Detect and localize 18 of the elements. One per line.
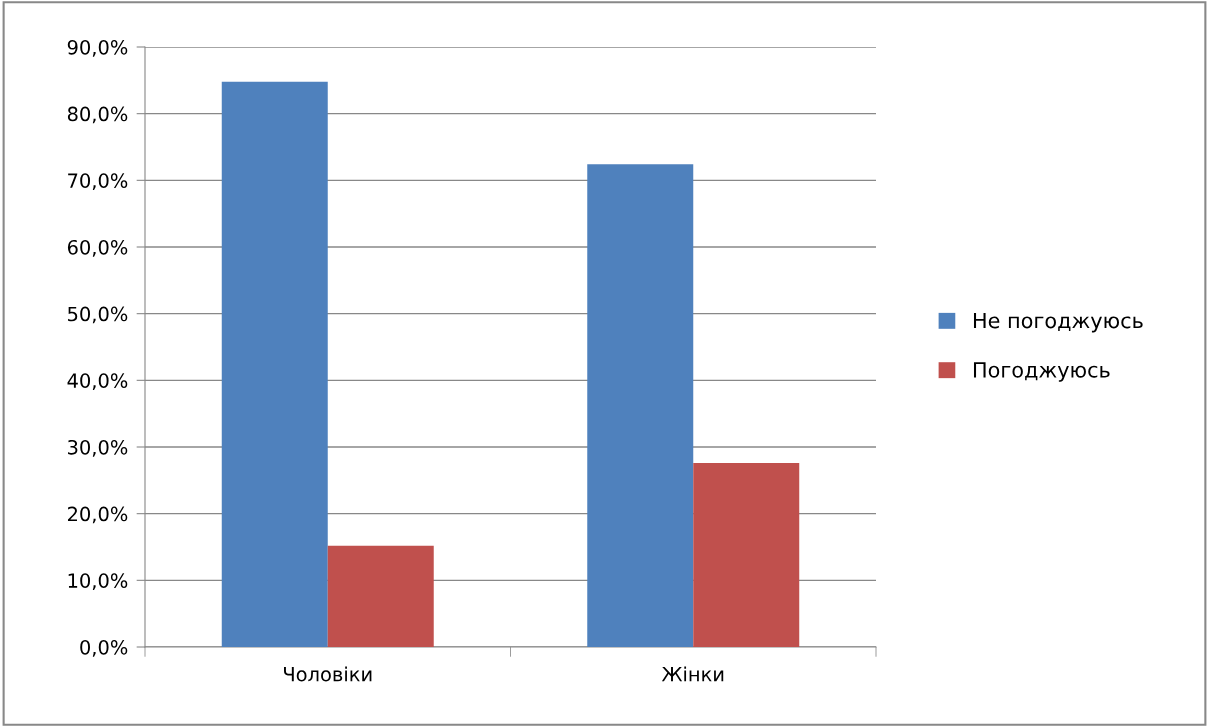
y-tick-label: 60,0% <box>67 239 128 257</box>
legend-label: Погоджуюсь <box>973 362 1110 382</box>
bar <box>327 545 434 647</box>
bar <box>587 164 694 647</box>
x-tick-label: Жінки <box>661 666 724 682</box>
bar <box>693 463 800 647</box>
y-tick-label: 70,0% <box>68 173 128 190</box>
x-tick-label: Чоловіки <box>284 666 372 682</box>
y-tick-label: 0,0% <box>80 639 128 657</box>
legend-label: Не погоджуюсь <box>973 312 1143 333</box>
y-tick-label: 50,0% <box>68 306 128 324</box>
y-tick-label: 30,0% <box>68 439 128 457</box>
y-tick-label: 40,0% <box>67 373 128 390</box>
y-tick-label: 80,0% <box>67 106 128 124</box>
y-tick-label: 10,0% <box>68 573 128 590</box>
bar <box>221 81 328 647</box>
y-tick-label: 90,0% <box>67 39 128 57</box>
y-tick-label: 20,0% <box>67 506 128 524</box>
